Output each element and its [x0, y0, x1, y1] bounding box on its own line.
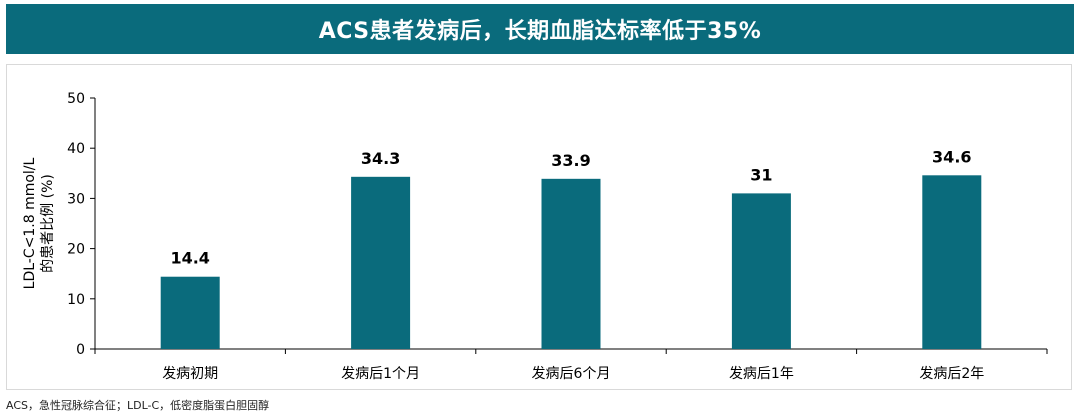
y-tick-label: 40	[67, 141, 85, 157]
bar	[351, 176, 411, 349]
bar	[160, 276, 220, 349]
data-label: 34.6	[932, 147, 971, 166]
category-label: 发病后1个月	[341, 366, 420, 382]
bar	[541, 178, 601, 349]
data-label: 14.4	[170, 249, 209, 268]
y-ticks: 0 10 20 30 40 50	[67, 91, 95, 358]
chart-frame: LDL-C<1.8 mmol/L 的患者比例 (%) 0 10 20 30 40 50 1…	[6, 64, 1072, 390]
bar	[922, 175, 982, 349]
y-tick-label: 50	[67, 91, 85, 107]
data-label: 34.3	[361, 149, 400, 168]
data-label: 31	[750, 165, 772, 184]
y-tick-label: 20	[67, 242, 85, 258]
category-labels: 发病初期 发病后1个月 发病后6个月 发病后1年 发病后2年	[162, 365, 984, 382]
footnote: ACS，急性冠脉综合征；LDL-C，低密度脂蛋白胆固醇	[6, 399, 270, 412]
category-label: 发病后2年	[919, 366, 984, 382]
y-axis-label-line2: 的患者比例 (%)	[40, 174, 56, 273]
chart-title: ACS患者发病后，长期血脂达标率低于35%	[318, 19, 762, 44]
y-axis-label-line1: LDL-C<1.8 mmol/L	[22, 157, 38, 289]
category-label: 发病初期	[162, 365, 218, 382]
bars	[160, 175, 982, 349]
y-tick-label: 0	[76, 342, 85, 358]
data-label: 33.9	[551, 151, 590, 170]
bar	[731, 193, 791, 349]
y-axis-title: LDL-C<1.8 mmol/L 的患者比例 (%)	[22, 157, 56, 289]
data-labels: 14.4 34.3 33.9 31 34.6	[170, 147, 971, 267]
title-banner: ACS患者发病后，长期血脂达标率低于35%	[6, 4, 1074, 54]
category-label: 发病后6个月	[532, 366, 611, 382]
y-tick-label: 30	[67, 191, 85, 207]
x-ticks	[94, 349, 1048, 354]
bar-chart: LDL-C<1.8 mmol/L 的患者比例 (%) 0 10 20 30 40 50 1…	[22, 91, 1048, 382]
category-label: 发病后1年	[729, 366, 794, 382]
y-tick-label: 10	[67, 292, 85, 308]
